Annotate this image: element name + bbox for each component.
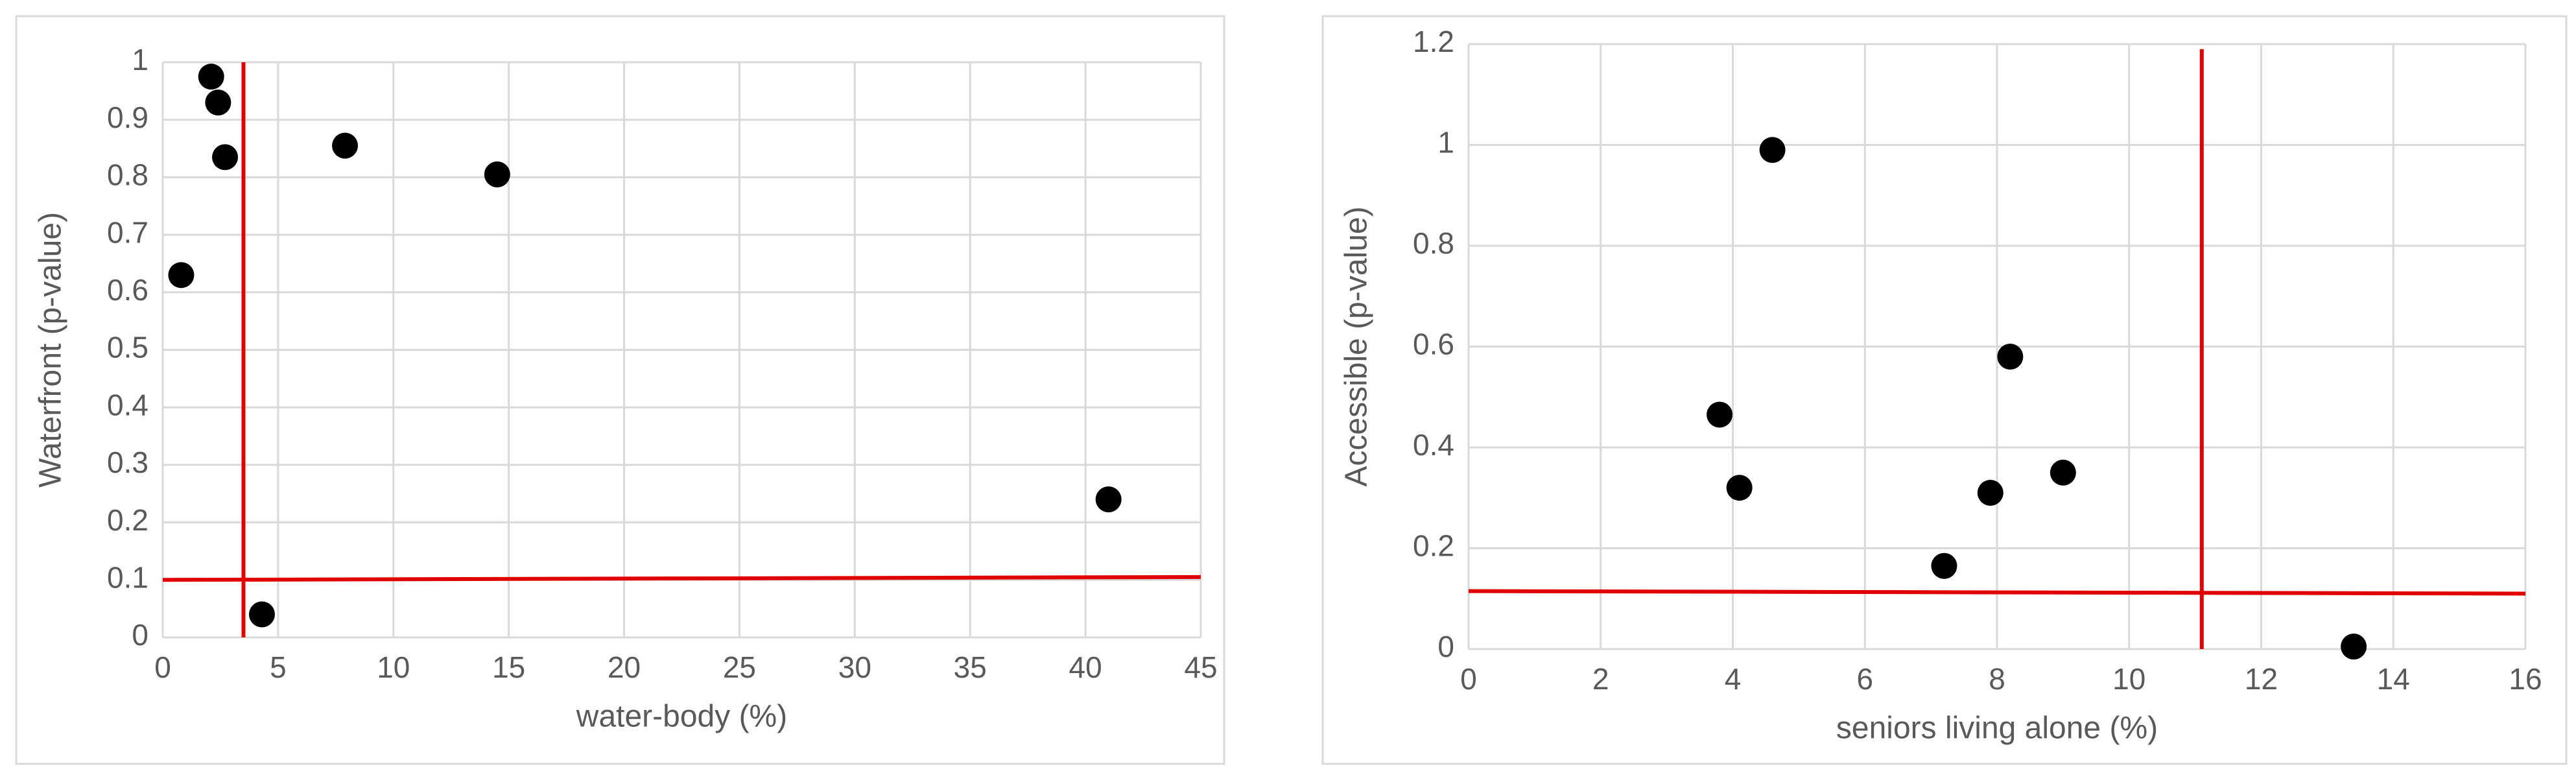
x-tick-label: 5: [270, 650, 287, 684]
x-tick-label: 20: [608, 650, 641, 684]
x-tick-label: 0: [154, 650, 171, 684]
data-point: [248, 601, 275, 628]
reference-line: [162, 575, 1201, 582]
data-point: [1707, 401, 1733, 428]
y-tick-label: 0.9: [107, 101, 148, 134]
x-tick-label: 8: [1989, 662, 2005, 696]
x-tick-label: 15: [492, 650, 525, 684]
y-tick-label: 1.2: [1413, 25, 1454, 58]
reference-line: [1468, 589, 2526, 596]
x-axis-title: water-body (%): [576, 700, 787, 734]
x-tick-label: 30: [838, 650, 871, 684]
y-tick-label: 0.7: [107, 215, 148, 249]
x-axis-title: seniors living alone (%): [1836, 711, 2158, 746]
y-tick-label: 1: [1437, 126, 1454, 160]
x-tick-label: 35: [954, 650, 987, 684]
y-tick-label: 0.2: [1413, 529, 1454, 563]
x-tick-label: 16: [2509, 662, 2542, 696]
data-point: [1095, 486, 1122, 513]
y-tick-label: 0.2: [107, 503, 148, 537]
y-tick-label: 0.4: [107, 388, 148, 421]
x-tick-label: 2: [1592, 662, 1609, 696]
data-point: [205, 89, 231, 116]
x-tick-label: 4: [1725, 662, 1742, 696]
x-tick-label: 12: [2245, 662, 2278, 696]
x-tick-label: 14: [2377, 662, 2410, 696]
y-tick-label: 0: [132, 618, 148, 652]
x-tick-label: 40: [1069, 650, 1102, 684]
data-point: [168, 262, 195, 289]
data-point: [484, 161, 510, 187]
x-tick-label: 6: [1856, 662, 1873, 696]
data-point: [1997, 344, 2024, 370]
data-point: [2341, 634, 2367, 660]
y-tick-label: 0.6: [1413, 327, 1454, 361]
data-point: [332, 132, 359, 159]
y-tick-label: 1: [132, 43, 148, 77]
x-tick-label: 25: [723, 650, 756, 684]
x-tick-label: 10: [2112, 662, 2145, 696]
y-tick-label: 0.8: [1413, 226, 1454, 260]
y-axis-title: Accessible (p-value): [1340, 206, 1374, 486]
data-point: [212, 144, 239, 171]
y-axis-title: Waterfront (p-value): [34, 212, 68, 488]
data-point: [1726, 475, 1753, 501]
chart-frame: [15, 15, 1225, 765]
chart-frame: [1321, 15, 2568, 765]
x-tick-label: 10: [377, 650, 410, 684]
y-tick-label: 0.4: [1413, 428, 1454, 462]
y-tick-label: 0.5: [107, 331, 148, 364]
x-tick-label: 45: [1184, 650, 1217, 684]
x-tick-label: 0: [1460, 662, 1477, 696]
y-tick-label: 0.8: [107, 158, 148, 192]
data-point: [2050, 459, 2076, 486]
y-tick-label: 0.6: [107, 273, 148, 307]
y-tick-label: 0.1: [107, 560, 148, 594]
data-point: [1759, 137, 1786, 163]
data-point: [1931, 552, 1957, 579]
data-point: [1977, 479, 2003, 506]
y-tick-label: 0: [1437, 630, 1454, 663]
data-point: [198, 64, 224, 90]
y-tick-label: 0.3: [107, 445, 148, 479]
